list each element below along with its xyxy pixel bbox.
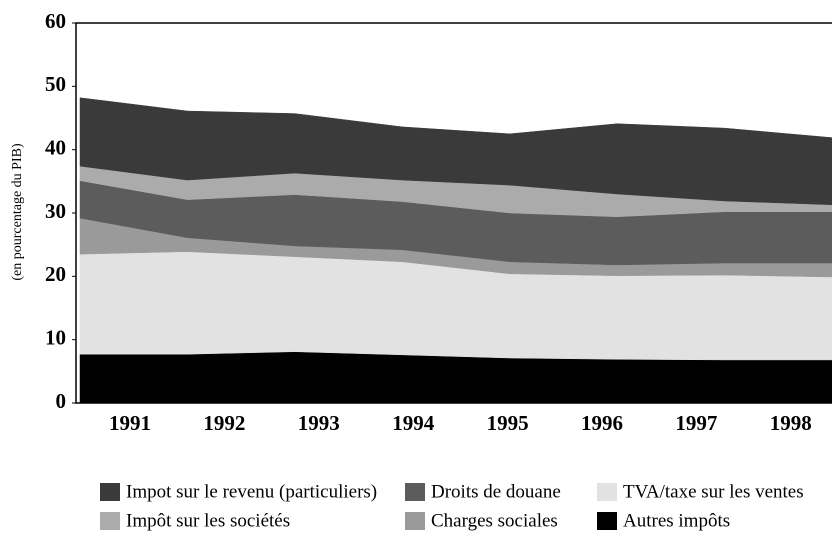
legend-swatch <box>405 512 425 530</box>
y-tick-label: 10 <box>45 325 66 349</box>
legend-swatch <box>597 483 617 501</box>
legend-label: Droits de douane <box>431 481 561 502</box>
legend-swatch <box>100 483 120 501</box>
y-tick-label: 20 <box>45 262 66 286</box>
x-tick-label: 1997 <box>675 411 717 435</box>
x-tick-label: 1998 <box>770 411 812 435</box>
area <box>79 97 832 206</box>
legend-label: TVA/taxe sur les ventes <box>623 481 804 502</box>
legend-label: Impôt sur les sociétés <box>126 510 290 531</box>
legend-label: Autres impôts <box>623 510 730 531</box>
y-tick-label: 40 <box>45 135 66 159</box>
y-tick-label: 60 <box>45 9 66 33</box>
x-tick-label: 1991 <box>109 411 151 435</box>
legend-label: Impot sur le revenu (particuliers) <box>126 481 377 502</box>
legend-swatch <box>100 512 120 530</box>
x-tick-label: 1996 <box>581 411 623 435</box>
legend-swatch <box>597 512 617 530</box>
x-tick-label: 1995 <box>487 411 529 435</box>
y-tick-label: 50 <box>45 72 66 96</box>
y-tick-label: 30 <box>45 199 66 223</box>
legend-swatch <box>405 483 425 501</box>
x-tick-label: 1993 <box>298 411 340 435</box>
y-axis-label: (en pourcentage du PIB) <box>10 143 25 281</box>
y-tick-label: 0 <box>56 389 67 413</box>
x-tick-label: 1994 <box>392 411 435 435</box>
legend-label: Charges sociales <box>431 510 558 531</box>
x-tick-label: 1992 <box>203 411 245 435</box>
